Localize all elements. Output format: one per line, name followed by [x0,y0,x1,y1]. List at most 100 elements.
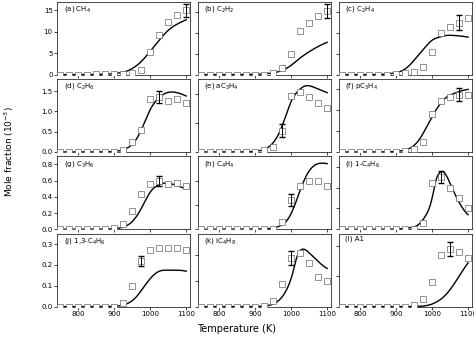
Point [392,149,400,155]
Text: (a) CH$_4$: (a) CH$_4$ [64,4,91,14]
Point [392,227,400,232]
Point [314,178,322,183]
Point [419,297,427,302]
Point [243,227,250,232]
Point [83,149,91,155]
Point [173,97,181,102]
Point [128,209,136,214]
Point [356,227,364,232]
Point [269,299,277,304]
Point [447,95,454,100]
Text: (i) 1-C$_4$H$_6$: (i) 1-C$_4$H$_6$ [346,158,381,168]
Point [356,304,364,309]
Point [401,148,409,154]
Point [410,303,418,308]
Point [146,181,154,187]
Point [269,70,277,75]
Point [287,255,295,261]
Point [269,227,277,232]
Text: Mole fraction (10$^{-3}$): Mole fraction (10$^{-3}$) [2,106,16,197]
Point [314,101,322,106]
Point [110,225,118,231]
Point [207,72,214,78]
Point [447,246,454,252]
Point [92,149,100,155]
Point [464,255,472,261]
Point [252,149,259,155]
Point [419,65,427,70]
Point [155,178,163,183]
Point [338,72,346,78]
Point [323,105,331,111]
Text: (h) C$_4$H$_4$: (h) C$_4$H$_4$ [204,158,235,168]
Point [278,66,286,71]
Point [401,70,409,75]
Point [261,147,268,153]
Point [438,98,445,103]
Point [323,8,331,14]
Point [83,227,91,232]
Point [296,250,304,255]
Text: (k) iC$_4$H$_8$: (k) iC$_4$H$_8$ [204,236,237,246]
Point [296,183,304,188]
Text: (l) A1: (l) A1 [346,236,365,242]
Point [410,69,418,74]
Point [66,227,73,232]
Point [234,227,241,232]
Point [287,197,295,203]
Point [66,149,73,155]
Point [347,149,355,155]
Point [383,304,391,309]
Point [419,220,427,226]
Point [401,227,409,232]
Text: (b) C$_2$H$_2$: (b) C$_2$H$_2$ [204,4,235,14]
Point [261,227,268,232]
Point [110,304,118,309]
Point [428,112,436,117]
Point [447,185,454,190]
Point [146,50,154,55]
Point [338,304,346,309]
Point [455,92,463,97]
Point [269,145,277,150]
Point [74,227,82,232]
Point [464,92,472,97]
Point [252,72,259,78]
Point [155,246,163,251]
Point [101,227,109,232]
Point [356,72,364,78]
Point [137,191,145,196]
Text: (g) C$_3$H$_6$: (g) C$_3$H$_6$ [64,158,94,168]
Point [155,95,163,100]
Point [164,99,172,104]
Point [164,246,172,251]
Point [198,304,205,309]
Text: (d) C$_2$H$_6$: (d) C$_2$H$_6$ [64,81,94,91]
Point [182,248,190,253]
Point [225,149,232,155]
Point [92,304,100,309]
Point [252,304,259,309]
Text: (c) C$_2$H$_4$: (c) C$_2$H$_4$ [346,4,375,14]
Point [119,300,127,305]
Point [164,181,172,187]
Point [338,227,346,232]
Point [365,149,373,155]
Point [137,68,145,73]
Point [374,149,382,155]
Point [234,149,241,155]
Point [428,49,436,54]
Text: (j) 1,3-C$_4$H$_6$: (j) 1,3-C$_4$H$_6$ [64,236,105,246]
Point [66,304,73,309]
Point [83,72,91,78]
Point [296,28,304,34]
Point [464,206,472,211]
Point [305,178,313,183]
Point [119,222,127,227]
Point [401,304,409,309]
Point [234,304,241,309]
Point [243,304,250,309]
Point [207,227,214,232]
Point [173,246,181,251]
Point [261,72,268,78]
